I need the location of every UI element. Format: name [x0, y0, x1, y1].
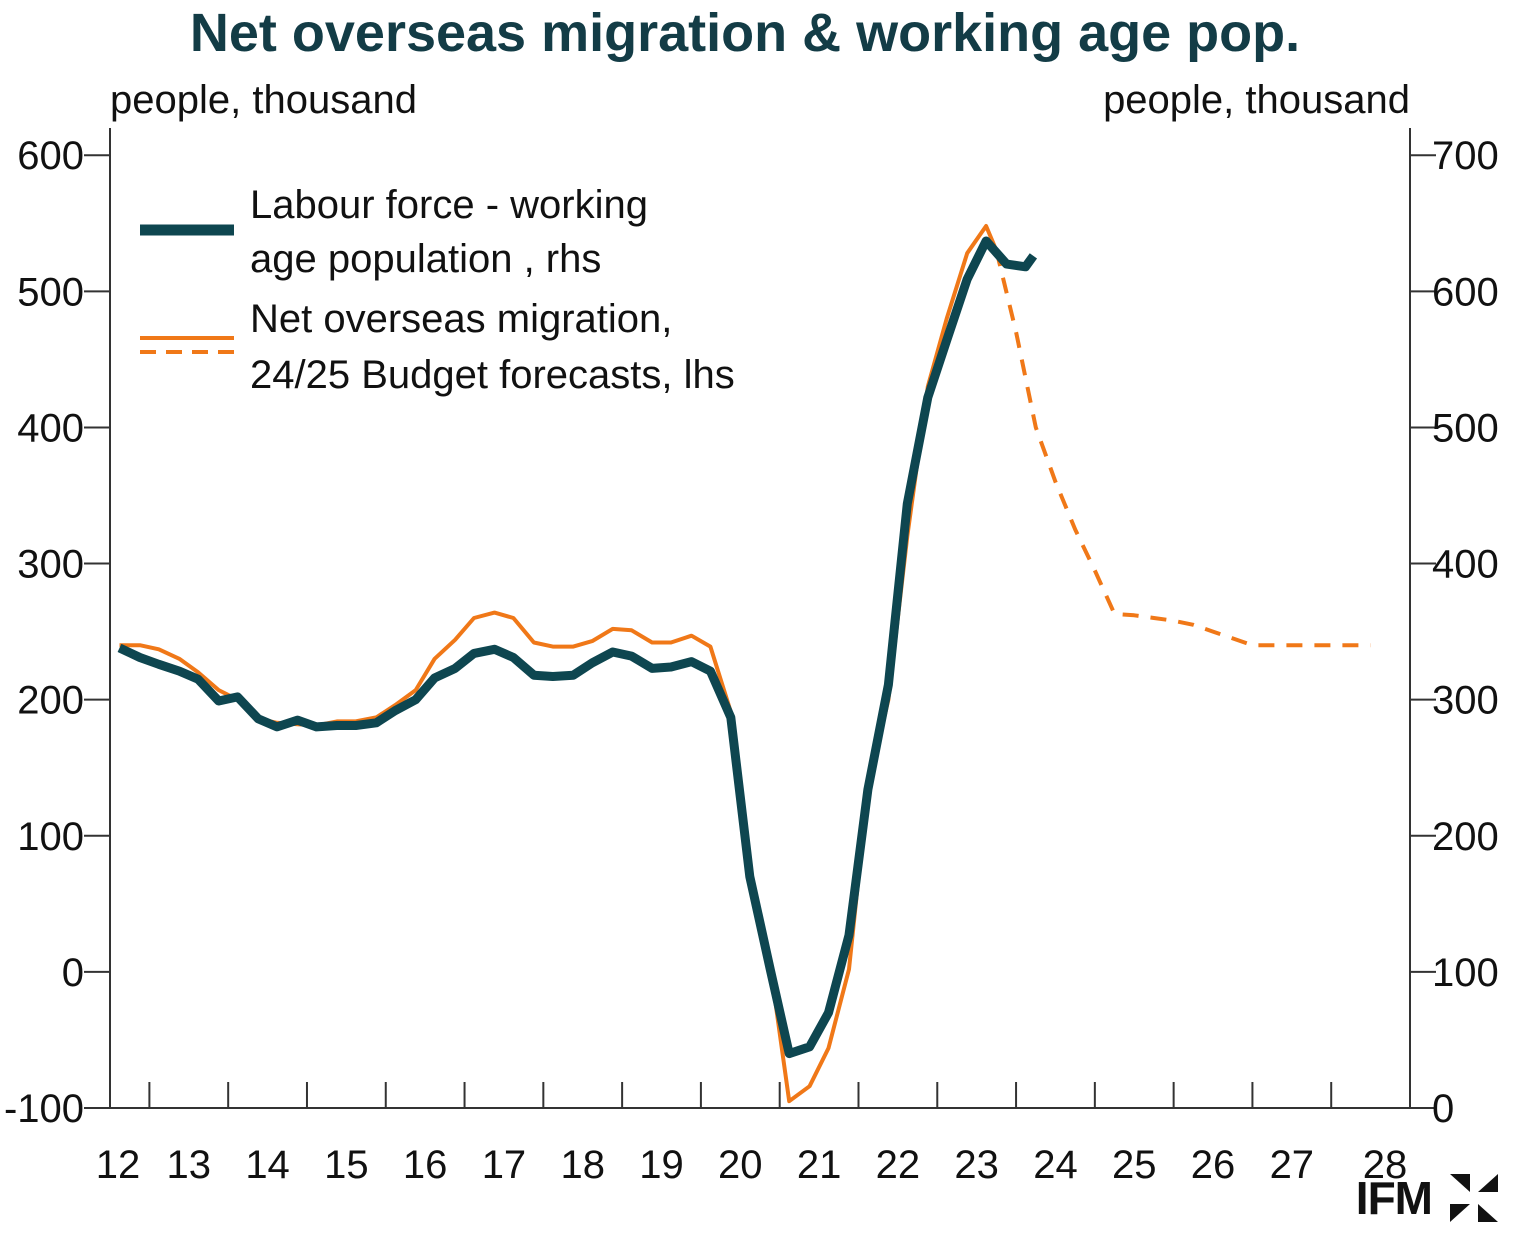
axes: 6005004003002001000-10070060050040030020… — [4, 128, 1499, 1187]
left-tick-label: 400 — [17, 406, 84, 450]
x-tick-label: 21 — [797, 1143, 842, 1187]
x-tick-label: 26 — [1191, 1143, 1236, 1187]
right-axis-unit-label: people, thousand — [1103, 78, 1410, 122]
legend-label-migration-line1: Net overseas migration, — [250, 297, 672, 341]
x-tick-label: 27 — [1270, 1143, 1315, 1187]
x-tick-label: 16 — [403, 1143, 448, 1187]
x-tick-label: 20 — [718, 1143, 763, 1187]
legend-label-migration-line2: 24/25 Budget forecasts, lhs — [250, 353, 735, 397]
left-tick-label: 200 — [17, 679, 84, 723]
brand-mark-icon — [1450, 1174, 1498, 1222]
left-tick-label: 500 — [17, 270, 84, 314]
left-tick-label: 0 — [62, 951, 84, 995]
x-tick-label: 23 — [954, 1143, 999, 1187]
x-tick-label: 12 — [96, 1143, 141, 1187]
left-tick-label: 300 — [17, 543, 84, 587]
series-net-migration-forecast-line — [994, 250, 1371, 648]
right-tick-label: 100 — [1432, 951, 1499, 995]
right-tick-label: 600 — [1432, 270, 1499, 314]
left-tick-label: -100 — [4, 1087, 84, 1131]
right-tick-label: 500 — [1432, 406, 1499, 450]
brand-logo: IFM — [1356, 1170, 1502, 1226]
x-tick-label: 28 — [1363, 1143, 1408, 1187]
right-tick-label: 200 — [1432, 815, 1499, 859]
right-tick-label: 400 — [1432, 543, 1499, 587]
x-tick-label: 17 — [482, 1143, 527, 1187]
x-tick-label: 25 — [1112, 1143, 1157, 1187]
x-tick-label: 19 — [639, 1143, 684, 1187]
series-lines — [117, 224, 1371, 1104]
chart-title: Net overseas migration & working age pop… — [189, 3, 1301, 63]
x-tick-label: 15 — [324, 1143, 369, 1187]
left-tick-label: 600 — [17, 134, 84, 178]
legend-label-labour-line1: Labour force - working — [250, 183, 648, 227]
left-tick-label: 100 — [17, 815, 84, 859]
right-tick-label: 700 — [1432, 134, 1499, 178]
series-labour-force-line — [117, 236, 1038, 1059]
left-axis-unit-label: people, thousand — [110, 78, 417, 122]
x-tick-label: 24 — [1033, 1143, 1078, 1187]
legend-label-labour-line2: age population , rhs — [250, 237, 601, 281]
brand-name: IFM — [1355, 1172, 1433, 1224]
right-tick-label: 0 — [1432, 1087, 1454, 1131]
x-tick-label: 13 — [167, 1143, 212, 1187]
x-tick-label: 14 — [245, 1143, 290, 1187]
right-tick-label: 300 — [1432, 679, 1499, 723]
x-tick-label: 22 — [876, 1143, 921, 1187]
x-tick-label: 18 — [560, 1143, 605, 1187]
legend: Labour force - working age population , … — [140, 183, 735, 397]
